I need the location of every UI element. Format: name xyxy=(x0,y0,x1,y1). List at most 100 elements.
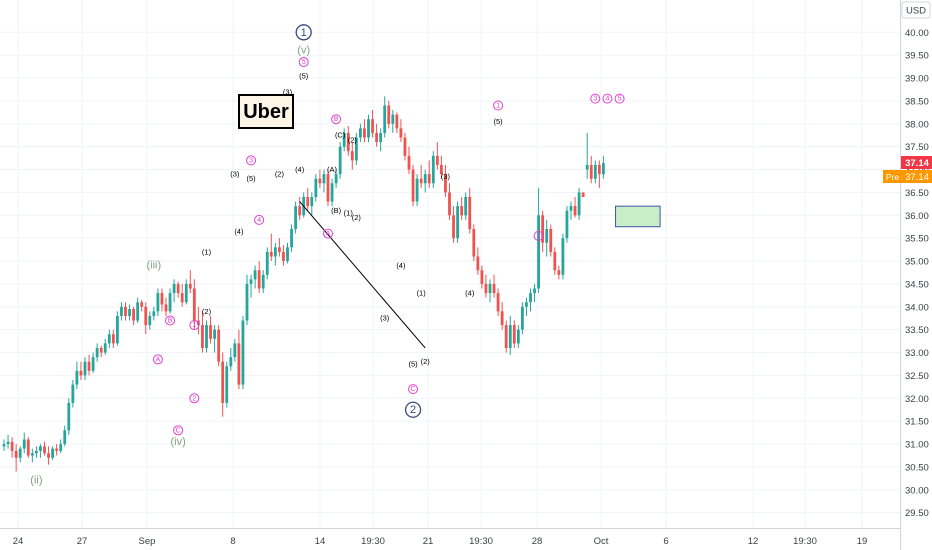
candle-body xyxy=(379,132,383,143)
candle-body xyxy=(602,163,605,175)
price-tick-label: 30.00 xyxy=(905,485,929,496)
wave-minor-circle xyxy=(298,57,309,68)
candle-body xyxy=(261,274,265,289)
candle-body xyxy=(116,315,119,344)
candle-body xyxy=(26,439,30,456)
candle-body xyxy=(103,343,107,353)
time-tick-label: 12 xyxy=(748,536,759,547)
pre-label-text: Pre xyxy=(886,172,900,182)
time-tick-label: Oct xyxy=(594,536,609,547)
candle-body xyxy=(533,288,536,294)
candle-body xyxy=(241,320,245,385)
candle-body xyxy=(192,288,196,321)
time-tick-label: 28 xyxy=(532,536,543,547)
candle-body xyxy=(545,229,549,243)
candle-body xyxy=(476,256,480,271)
candle-body xyxy=(22,439,26,449)
wave-sub-label: (2) xyxy=(348,135,358,144)
wave-sub-label: (3) xyxy=(441,172,451,181)
wave-minor-circle xyxy=(533,230,544,241)
wave-minor-circle xyxy=(590,93,601,104)
candle-body xyxy=(51,448,54,458)
candle-body xyxy=(338,146,342,175)
price-tick-label: 40.00 xyxy=(905,28,929,39)
time-tick-label: 19 xyxy=(857,536,868,547)
wave-sub-label: (5) xyxy=(408,359,418,368)
candle-body xyxy=(152,311,156,316)
candle-body xyxy=(35,450,38,454)
candle-body xyxy=(205,325,208,348)
last-price-badge-bg xyxy=(901,156,932,169)
candle-body xyxy=(383,105,387,133)
wave-sub-label: (2) xyxy=(275,170,285,179)
price-tick-label: 39.00 xyxy=(905,74,929,85)
candle-body xyxy=(367,119,370,138)
candle-body xyxy=(180,293,184,303)
wave-primary-circle xyxy=(404,401,422,418)
wave-minor-circle xyxy=(165,315,176,326)
candle-body xyxy=(10,441,14,451)
time-tick-label: 6 xyxy=(663,536,668,547)
candle-body xyxy=(63,430,67,445)
wave-minor-label: A xyxy=(156,356,161,363)
price-tick-label: 38.50 xyxy=(905,96,929,107)
price-tick-label: 39.50 xyxy=(905,51,929,62)
candle-body xyxy=(140,302,144,307)
candle-body xyxy=(318,178,322,184)
candle-body xyxy=(201,325,204,348)
candle-body xyxy=(83,361,87,376)
grid xyxy=(0,0,900,528)
ticker-label-text: Uber xyxy=(243,101,289,123)
wave-sub-label: (4) xyxy=(295,165,305,174)
candle-body xyxy=(488,283,492,294)
candle-body xyxy=(6,441,10,445)
wave-sub-label: (2) xyxy=(202,307,212,316)
candle-body xyxy=(480,270,484,284)
candle-body xyxy=(47,453,50,458)
candle-body xyxy=(184,283,188,303)
wave-sub-label: (C) xyxy=(335,131,346,140)
wave-sub-label: (1) xyxy=(417,289,427,298)
candle-body xyxy=(176,283,180,294)
wave-intermediate-label: (iv) xyxy=(171,436,186,448)
wave-minor-label: 5 xyxy=(302,59,306,66)
currency-label[interactable]: USD xyxy=(901,1,931,19)
candle-body xyxy=(237,343,241,385)
candle-body xyxy=(525,302,528,307)
candle-body xyxy=(290,229,293,248)
candle-body xyxy=(391,114,395,124)
candle-body xyxy=(120,306,123,316)
candle-body xyxy=(75,370,79,385)
wave-sub-label: (3) xyxy=(283,87,293,96)
candle-body xyxy=(39,446,42,451)
wave-primary-circle xyxy=(295,24,312,41)
candle-body xyxy=(43,446,46,454)
candle-body xyxy=(136,302,140,321)
candle-body xyxy=(253,270,257,280)
price-axis-labels: 29.50 30.00 30.50 31.00 31.50 32.00 32.50 33.00… xyxy=(905,28,929,519)
candle-body xyxy=(593,164,597,179)
time-axis-labels: 24 27 Sep 8 14 19:30 21 19:30 28 Oct 6 12 19:30 19 xyxy=(13,536,868,547)
wave-sub-label: (5) xyxy=(299,71,309,80)
candle-body xyxy=(111,334,115,344)
candle-body xyxy=(350,151,354,161)
candle-body xyxy=(460,206,464,216)
candle-body xyxy=(334,174,338,184)
candle-body xyxy=(375,132,378,143)
candle-body xyxy=(99,347,103,353)
pre-label-bg xyxy=(883,170,902,183)
candle-body xyxy=(573,206,577,216)
time-tick-label: 8 xyxy=(230,536,235,547)
candle-body xyxy=(229,357,233,367)
wave-minor-circle xyxy=(408,384,419,395)
time-tick-label: 19:30 xyxy=(793,536,817,547)
candle-body xyxy=(91,357,95,371)
candle-body xyxy=(500,311,504,326)
price-tick-label: 34.00 xyxy=(905,302,929,313)
price-tick-label: 30.50 xyxy=(905,462,929,473)
candle-body xyxy=(553,251,557,271)
time-tick-label: 21 xyxy=(423,536,434,547)
price-tick-label: 33.50 xyxy=(905,325,929,336)
candle-body xyxy=(59,444,63,451)
